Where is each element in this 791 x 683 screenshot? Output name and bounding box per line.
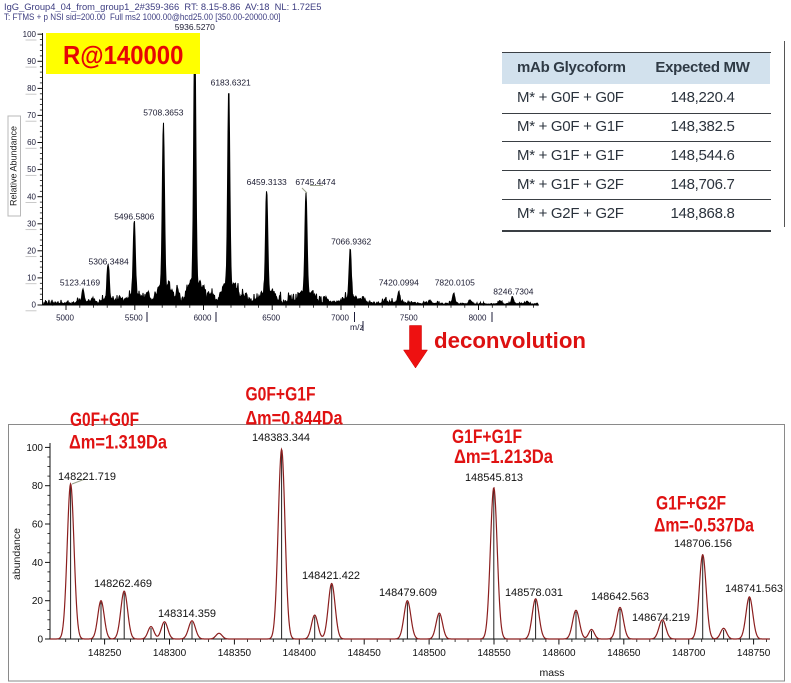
svg-text:148262.469: 148262.469 [94, 578, 152, 590]
svg-text:70: 70 [27, 111, 36, 120]
svg-text:5123.4169: 5123.4169 [60, 278, 100, 288]
svg-text:5000: 5000 [56, 314, 74, 323]
svg-text:Relative Abundance: Relative Abundance [8, 126, 18, 206]
svg-text:deconvolution: deconvolution [434, 328, 586, 353]
svg-text:mass: mass [539, 667, 564, 679]
svg-text:148700: 148700 [672, 648, 706, 659]
svg-text:148479.609: 148479.609 [379, 587, 437, 599]
svg-text:148674.219: 148674.219 [632, 612, 690, 624]
svg-text:40: 40 [27, 192, 36, 201]
svg-text:6459.3133: 6459.3133 [247, 177, 287, 187]
svg-text:148421.422: 148421.422 [302, 570, 360, 582]
svg-text:148550: 148550 [477, 648, 511, 659]
svg-text:148450: 148450 [348, 648, 382, 659]
svg-text:100: 100 [23, 30, 37, 39]
svg-text:7500: 7500 [400, 314, 418, 323]
svg-text:10: 10 [27, 274, 36, 283]
svg-text:7066.9362: 7066.9362 [331, 237, 371, 247]
svg-text:148221.719: 148221.719 [58, 471, 116, 483]
svg-text:abundance: abundance [11, 528, 23, 580]
svg-text:0: 0 [37, 634, 43, 645]
svg-text:148600: 148600 [542, 648, 576, 659]
svg-text:148741.563: 148741.563 [725, 583, 783, 595]
svg-text:148500: 148500 [412, 648, 446, 659]
svg-text:148545.813: 148545.813 [465, 472, 523, 484]
svg-text:100: 100 [26, 443, 43, 454]
svg-text:6745.4474: 6745.4474 [295, 177, 335, 187]
svg-text:148578.031: 148578.031 [505, 587, 563, 599]
svg-text:5500: 5500 [125, 314, 143, 323]
svg-text:148750: 148750 [737, 648, 771, 659]
svg-text:40: 40 [32, 558, 44, 569]
svg-text:50: 50 [27, 165, 36, 174]
svg-text:G1F+G2F: G1F+G2F [656, 494, 726, 515]
svg-text:0: 0 [32, 301, 37, 310]
svg-text:80: 80 [32, 481, 44, 492]
svg-text:148300: 148300 [153, 648, 187, 659]
svg-text:7420.0994: 7420.0994 [379, 278, 419, 288]
svg-text:148314.359: 148314.359 [158, 608, 216, 620]
svg-text:m/z: m/z [350, 322, 364, 332]
svg-text:148383.344: 148383.344 [252, 432, 310, 444]
svg-text:20: 20 [27, 246, 36, 255]
svg-text:6500: 6500 [262, 314, 280, 323]
svg-text:5936.5270: 5936.5270 [175, 22, 215, 32]
svg-text:80: 80 [27, 84, 36, 93]
svg-text:8000: 8000 [469, 314, 487, 323]
svg-text:90: 90 [27, 57, 36, 66]
svg-text:Δm=1.213Da: Δm=1.213Da [454, 447, 553, 468]
svg-text:30: 30 [27, 219, 36, 228]
svg-text:6000: 6000 [194, 314, 212, 323]
svg-text:G0F+G0F: G0F+G0F [70, 410, 139, 431]
svg-text:Δm=0.844Da: Δm=0.844Da [246, 409, 343, 430]
svg-text:148350: 148350 [218, 648, 252, 659]
svg-text:G0F+G1F: G0F+G1F [246, 385, 316, 406]
svg-text:148706.156: 148706.156 [674, 538, 732, 550]
svg-text:148400: 148400 [283, 648, 317, 659]
svg-text:7820.0105: 7820.0105 [435, 278, 475, 288]
svg-text:6183.6321: 6183.6321 [211, 78, 251, 88]
svg-text:5496.5806: 5496.5806 [114, 212, 154, 222]
svg-text:G1F+G1F: G1F+G1F [452, 427, 522, 448]
svg-text:60: 60 [27, 138, 36, 147]
svg-text:7000: 7000 [331, 314, 349, 323]
svg-text:148642.563: 148642.563 [591, 591, 649, 603]
svg-text:148650: 148650 [607, 648, 641, 659]
svg-text:20: 20 [32, 596, 44, 607]
svg-text:60: 60 [32, 519, 44, 530]
svg-text:148250: 148250 [88, 648, 122, 659]
svg-text:8246.7304: 8246.7304 [493, 287, 533, 297]
svg-text:Δm=1.319Da: Δm=1.319Da [69, 433, 167, 454]
svg-text:Δm=-0.537Da: Δm=-0.537Da [654, 516, 754, 537]
svg-text:5708.3653: 5708.3653 [143, 108, 183, 118]
svg-text:5306.3484: 5306.3484 [89, 257, 129, 267]
